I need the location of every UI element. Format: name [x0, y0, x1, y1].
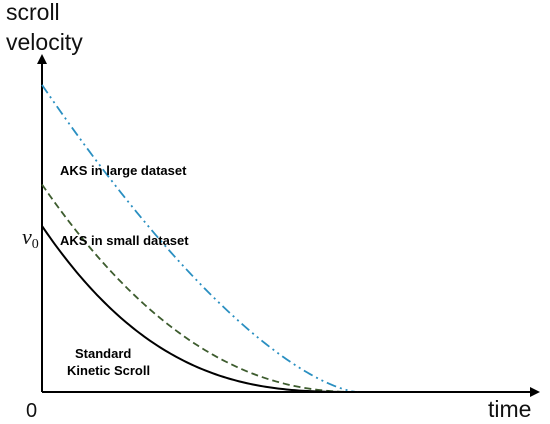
origin-label: 0	[26, 400, 37, 422]
curve-aks-large	[41, 84, 358, 393]
y-axis-title-line-1: scroll	[6, 0, 60, 25]
curve-standard-kinetic-scroll	[41, 225, 358, 393]
v0-symbol: v	[22, 224, 32, 249]
label-aks-large: AKS in large dataset	[60, 163, 187, 178]
label-aks-small: AKS in small dataset	[60, 233, 189, 248]
v0-subscript: 0	[32, 237, 39, 252]
curve-aks-small	[41, 183, 358, 393]
x-axis-title: time	[488, 396, 531, 422]
y-axis-title-line-2: velocity	[6, 29, 83, 55]
label-standard-line-1: Standard	[75, 346, 131, 361]
series-curves	[41, 84, 358, 393]
v0-label: v0	[22, 224, 39, 252]
label-standard-line-2: Kinetic Scroll	[67, 363, 150, 378]
